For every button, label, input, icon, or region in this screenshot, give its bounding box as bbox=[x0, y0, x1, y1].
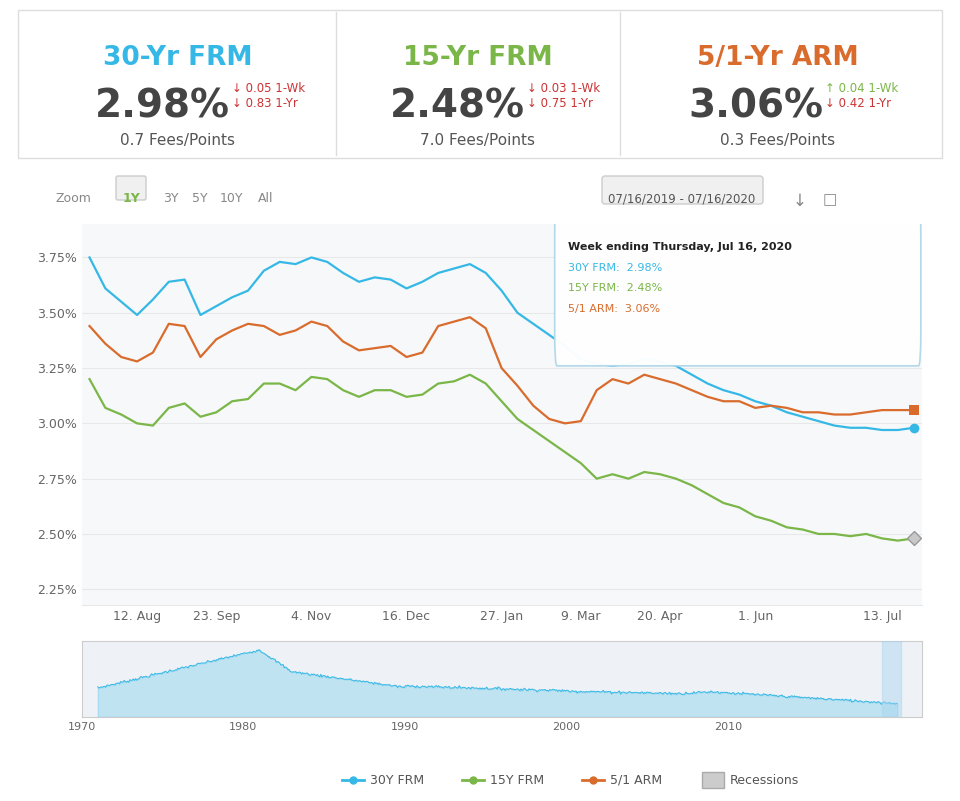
FancyBboxPatch shape bbox=[555, 202, 921, 366]
Text: 30-Yr FRM: 30-Yr FRM bbox=[104, 45, 252, 71]
Text: 5/1 ARM:  3.06%: 5/1 ARM: 3.06% bbox=[568, 304, 660, 314]
Text: 5/1 ARM: 5/1 ARM bbox=[610, 774, 662, 787]
Text: 0.3 Fees/Points: 0.3 Fees/Points bbox=[720, 133, 835, 148]
Text: 5Y: 5Y bbox=[192, 192, 207, 205]
Bar bbox=[702, 772, 724, 788]
Text: 07/16/2019 - 07/16/2020: 07/16/2019 - 07/16/2020 bbox=[609, 192, 756, 205]
Text: 30Y FRM:  2.98%: 30Y FRM: 2.98% bbox=[568, 263, 662, 272]
Text: Week ending Thursday, Jul 16, 2020: Week ending Thursday, Jul 16, 2020 bbox=[568, 242, 792, 252]
Text: 10Y: 10Y bbox=[220, 192, 244, 205]
Text: 5/1-Yr ARM: 5/1-Yr ARM bbox=[697, 45, 859, 71]
Text: 3.06%: 3.06% bbox=[688, 88, 823, 126]
Text: ↓ 0.75 1-Yr: ↓ 0.75 1-Yr bbox=[527, 97, 593, 110]
Text: □: □ bbox=[823, 192, 837, 207]
Text: ↓ 0.83 1-Yr: ↓ 0.83 1-Yr bbox=[232, 97, 298, 110]
Text: Zoom: Zoom bbox=[56, 192, 92, 205]
Text: 7.0 Fees/Points: 7.0 Fees/Points bbox=[420, 133, 536, 148]
Text: 1Y: 1Y bbox=[122, 192, 140, 205]
Text: 2.98%: 2.98% bbox=[95, 88, 230, 126]
Text: 2.48%: 2.48% bbox=[390, 88, 525, 126]
Text: ↓ 0.03 1-Wk: ↓ 0.03 1-Wk bbox=[527, 82, 600, 95]
Text: Recessions: Recessions bbox=[730, 774, 800, 787]
Text: 15Y FRM:  2.48%: 15Y FRM: 2.48% bbox=[568, 283, 662, 293]
Text: 0.7 Fees/Points: 0.7 Fees/Points bbox=[121, 133, 235, 148]
Text: 30Y FRM: 30Y FRM bbox=[370, 774, 424, 787]
Text: 15-Yr FRM: 15-Yr FRM bbox=[403, 45, 553, 71]
Text: ↑ 0.04 1-Wk: ↑ 0.04 1-Wk bbox=[825, 82, 899, 95]
Text: ↓: ↓ bbox=[793, 192, 807, 210]
FancyBboxPatch shape bbox=[116, 176, 146, 200]
Bar bbox=[18, 10, 942, 158]
Text: All: All bbox=[258, 192, 274, 205]
Text: 3Y: 3Y bbox=[163, 192, 179, 205]
FancyBboxPatch shape bbox=[602, 176, 763, 204]
Bar bbox=[882, 641, 900, 717]
Text: ↓ 0.05 1-Wk: ↓ 0.05 1-Wk bbox=[232, 82, 305, 95]
Text: 15Y FRM: 15Y FRM bbox=[490, 774, 544, 787]
Text: ↓ 0.42 1-Yr: ↓ 0.42 1-Yr bbox=[825, 97, 891, 110]
